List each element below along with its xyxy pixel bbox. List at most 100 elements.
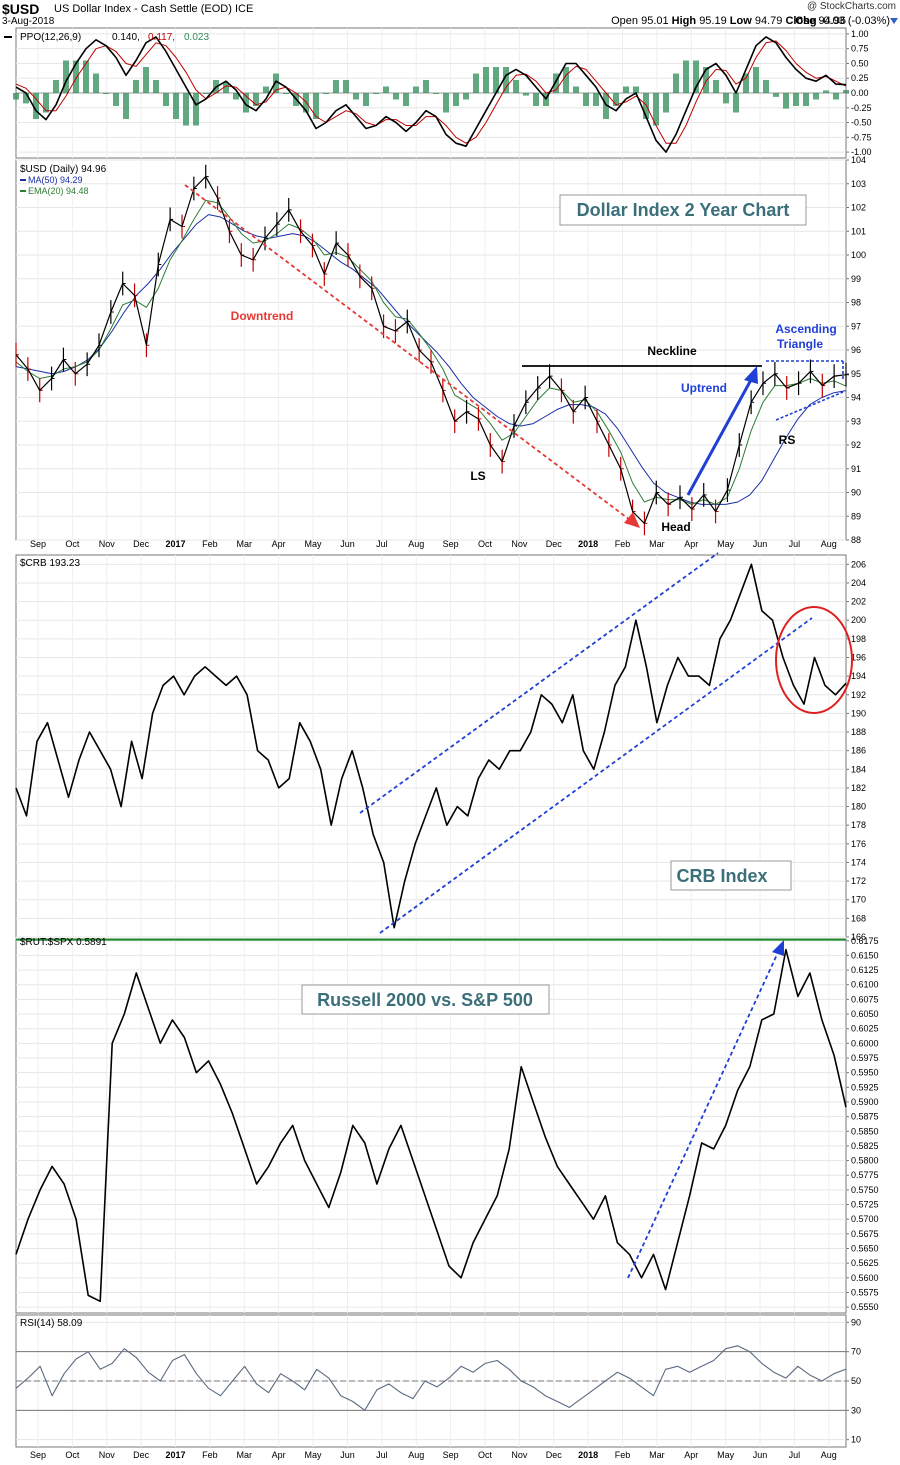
crb-line bbox=[15, 563, 847, 929]
y-tick-label: 0.6050 bbox=[851, 1009, 879, 1019]
y-tick-label: 204 bbox=[851, 578, 866, 588]
ppo-histogram-bar bbox=[573, 86, 579, 93]
crb-chart-title: CRB Index bbox=[676, 866, 767, 886]
downtrend-arrow-head bbox=[624, 512, 640, 528]
rut-uptrend-line bbox=[627, 947, 781, 1279]
ppo-histogram-bar bbox=[153, 80, 159, 93]
y-tick-label: 166 bbox=[851, 932, 866, 942]
y-tick-label: 1.00 bbox=[851, 29, 869, 39]
x-tick-label: Apr bbox=[684, 1450, 698, 1460]
ppo-histogram-bar bbox=[423, 80, 429, 93]
x-tick-label: Oct bbox=[65, 1450, 80, 1460]
x-tick-label: Dec bbox=[133, 1450, 150, 1460]
ppo-histogram-bar bbox=[483, 67, 489, 93]
y-tick-label: 0.5800 bbox=[851, 1156, 879, 1166]
x-tick-label: 2017 bbox=[166, 1450, 186, 1460]
x-tick-label: Jul bbox=[376, 539, 388, 549]
x-tick-label: Dec bbox=[133, 539, 150, 549]
ppo-histogram-bar bbox=[33, 93, 39, 119]
ppo-hist-legend-value: 0.023 bbox=[184, 32, 209, 43]
ppo-histogram-bar bbox=[353, 93, 359, 100]
y-tick-label: 0.5575 bbox=[851, 1287, 879, 1297]
x-tick-label: Sep bbox=[443, 539, 459, 549]
y-tick-label: 200 bbox=[851, 615, 866, 625]
x-tick-label: Nov bbox=[99, 539, 116, 549]
x-tick-label: 2017 bbox=[166, 539, 186, 549]
ppo-histogram-bar bbox=[513, 80, 519, 93]
ppo-histogram-bar bbox=[43, 93, 49, 113]
ohlc-readout: Open 95.01 High 95.19 Low 94.79 Close 94… bbox=[611, 15, 846, 27]
triangle-bottom-line bbox=[775, 391, 844, 421]
y-tick-label: -0.75 bbox=[851, 132, 872, 142]
crb-title-box bbox=[670, 860, 792, 891]
rut-chart-title: Russell 2000 vs. S&P 500 bbox=[317, 990, 533, 1010]
usd-price-line bbox=[15, 176, 847, 525]
y-tick-label: 94 bbox=[851, 393, 861, 403]
y-tick-label: 174 bbox=[851, 857, 866, 867]
y-tick-label: 89 bbox=[851, 511, 861, 521]
ppo-histogram-bar bbox=[663, 93, 669, 113]
close-value: 94.96 bbox=[818, 15, 846, 27]
triangle-label: Triangle bbox=[777, 337, 823, 351]
x-tick-label: Oct bbox=[478, 539, 493, 549]
ppo-histogram-bar bbox=[633, 86, 639, 93]
y-tick-label: 196 bbox=[851, 652, 866, 662]
ppo-histogram-bar bbox=[243, 93, 249, 113]
crb-red-circle bbox=[775, 606, 853, 714]
y-tick-label: 96 bbox=[851, 345, 861, 355]
ppo-histogram-bar bbox=[103, 93, 109, 94]
ppo-histogram-bar bbox=[73, 60, 79, 93]
y-tick-label: 100 bbox=[851, 250, 866, 260]
ppo-histogram-bar bbox=[643, 93, 649, 119]
y-tick-label: 0.6100 bbox=[851, 980, 879, 990]
rut-uptrend-arrow-head bbox=[772, 940, 784, 956]
y-tick-label: 101 bbox=[851, 226, 866, 236]
y-tick-label: 0.6175 bbox=[851, 936, 879, 946]
ppo-histogram-bar bbox=[793, 93, 799, 106]
ppo-histogram-bar bbox=[63, 60, 69, 93]
y-tick-label: 91 bbox=[851, 464, 861, 474]
x-tick-label: Apr bbox=[684, 539, 698, 549]
x-tick-label: Jun bbox=[340, 1450, 355, 1460]
ppo-histogram-bar bbox=[13, 93, 19, 100]
x-tick-label: Oct bbox=[65, 539, 80, 549]
ascending-label: Ascending bbox=[775, 322, 836, 336]
ppo-histogram-bar bbox=[113, 93, 119, 106]
ppo-histogram-bar bbox=[823, 90, 829, 93]
x-tick-label: Nov bbox=[511, 539, 528, 549]
ppo-histogram-bar bbox=[433, 93, 439, 94]
ppo-histogram-bar bbox=[233, 93, 239, 100]
ppo-histogram-bar bbox=[833, 93, 839, 100]
x-tick-label: Mar bbox=[649, 539, 665, 549]
ppo-histogram-bar bbox=[613, 93, 619, 106]
y-tick-label: -0.25 bbox=[851, 103, 872, 113]
ppo-histogram-bar bbox=[93, 73, 99, 93]
high-label: High bbox=[671, 15, 697, 27]
y-tick-label: 99 bbox=[851, 274, 861, 284]
ppo-signal-legend-value: 0.117, bbox=[148, 32, 175, 43]
y-tick-label: 202 bbox=[851, 597, 866, 607]
y-tick-label: 0.6000 bbox=[851, 1038, 879, 1048]
chart-header: $USD US Dollar Index - Cash Settle (EOD)… bbox=[0, 0, 900, 28]
ppo-histogram-bar bbox=[803, 93, 809, 106]
ppo-histogram-bar bbox=[253, 93, 259, 106]
ppo-histogram-bar bbox=[593, 93, 599, 106]
x-tick-label: Sep bbox=[30, 539, 46, 549]
y-tick-label: 198 bbox=[851, 634, 866, 644]
y-tick-label: 0.5875 bbox=[851, 1112, 879, 1122]
low-label: Low bbox=[729, 15, 752, 27]
ppo-line bbox=[15, 36, 847, 153]
y-tick-label: 0.5900 bbox=[851, 1097, 879, 1107]
ppo-histogram-bar bbox=[743, 73, 749, 93]
ppo-histogram-bar bbox=[843, 90, 849, 93]
open-label: Open bbox=[611, 15, 639, 27]
y-tick-label: 168 bbox=[851, 913, 866, 923]
y-tick-label: 0.5725 bbox=[851, 1200, 879, 1210]
head-label: Head bbox=[661, 520, 690, 534]
dropdown-triangle-icon[interactable] bbox=[890, 18, 898, 24]
x-tick-label: Nov bbox=[99, 1450, 116, 1460]
x-tick-label: Feb bbox=[202, 1450, 218, 1460]
x-tick-label: Dec bbox=[546, 1450, 563, 1460]
y-tick-label: -0.50 bbox=[851, 118, 872, 128]
usd-chart-title: Dollar Index 2 Year Chart bbox=[577, 200, 790, 220]
